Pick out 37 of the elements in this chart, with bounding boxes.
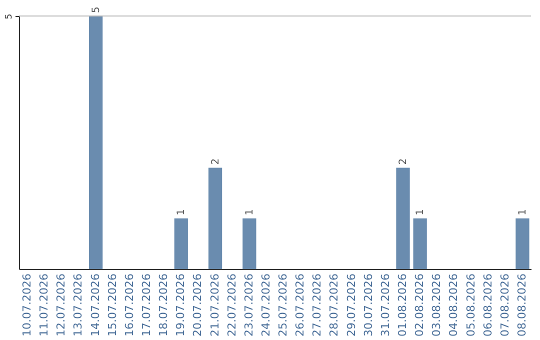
x-tick-label: 27.07.2026 (310, 274, 324, 336)
x-tick-label: 19.07.2026 (174, 274, 188, 336)
x-tick-label: 04.08.2026 (447, 274, 460, 336)
data-label: 1 (176, 209, 188, 216)
x-tick-label: 25.07.2026 (276, 274, 290, 336)
x-tick-label: 17.07.2026 (140, 274, 153, 336)
data-label: 1 (517, 209, 528, 216)
x-tick-label: 22.07.2026 (225, 274, 238, 336)
x-tick-label: 28.07.2026 (328, 274, 341, 336)
x-tick-label: 21.07.2026 (208, 274, 222, 336)
x-tick-label: 14.07.2026 (88, 274, 102, 336)
data-label: 1 (244, 209, 256, 216)
x-tick-label: 31.07.2026 (378, 274, 392, 336)
x-tick-label: 11.07.2026 (38, 274, 51, 336)
x-tick-label: 15.07.2026 (106, 274, 119, 336)
x-tick-label: 12.07.2026 (54, 274, 68, 336)
x-tick-label: 29.07.2026 (344, 274, 358, 336)
x-tick-label: 10.07.2026 (20, 274, 34, 336)
x-tick-label: 06.08.2026 (481, 274, 494, 336)
data-label: 5 (90, 6, 102, 13)
x-tick-label: 03.08.2026 (430, 274, 444, 336)
data-label: 2 (210, 158, 222, 165)
x-tick-label: 26.07.2026 (294, 274, 307, 336)
data-label: 2 (398, 158, 409, 165)
x-tick-label: 16.07.2026 (122, 274, 136, 336)
x-tick-label: 20.07.2026 (191, 274, 204, 336)
x-tick-label: 02.08.2026 (413, 274, 426, 336)
x-tick-label: 07.08.2026 (498, 274, 512, 336)
x-tick-label: 23.07.2026 (242, 274, 256, 336)
x-tick-label: 18.07.2026 (157, 274, 170, 336)
x-tick-label: 13.07.2026 (72, 274, 85, 336)
x-tick-label: 30.07.2026 (362, 274, 375, 336)
data-label: 1 (415, 209, 426, 216)
x-tick-label: 08.08.2026 (515, 274, 528, 336)
x-tick-label: 24.07.2026 (259, 274, 272, 336)
x-tick-label: 05.08.2026 (464, 274, 478, 336)
x-tick-label: 01.08.2026 (396, 274, 409, 336)
